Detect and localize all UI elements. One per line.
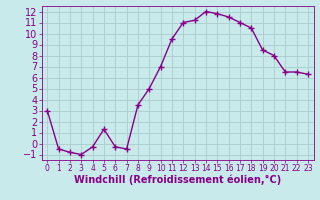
X-axis label: Windchill (Refroidissement éolien,°C): Windchill (Refroidissement éolien,°C) [74,175,281,185]
